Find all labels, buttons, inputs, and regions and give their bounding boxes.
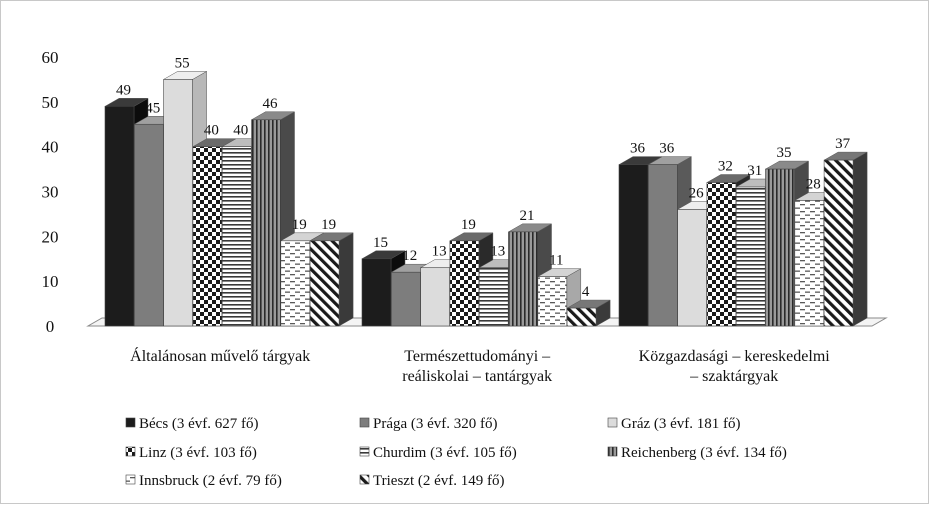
bar-side: [338, 232, 354, 327]
legend-item: Prága (3 évf. 320 fő): [359, 416, 498, 432]
legend-item: Gráz (3 évf. 181 fő): [607, 416, 741, 432]
bar-front: [449, 240, 480, 327]
bar-front: [647, 164, 678, 327]
legend-swatch: [125, 474, 136, 485]
data-label: 15: [373, 235, 388, 251]
data-label: 13: [490, 244, 505, 260]
bar-front: [618, 164, 649, 327]
legend-swatch: [359, 446, 370, 457]
bar-front: [280, 240, 311, 327]
data-label: 36: [659, 141, 675, 157]
legend-label: Gráz (3 évf. 181 fő): [621, 416, 741, 432]
data-label: 49: [116, 82, 131, 98]
y-tick-label: 40: [42, 138, 59, 157]
bar-front: [735, 186, 766, 327]
bar-front: [309, 240, 340, 327]
data-label: 55: [175, 55, 190, 71]
y-tick-label: 20: [42, 227, 59, 246]
legend-label: Trieszt (2 évf. 149 fő): [373, 473, 505, 489]
legend-swatch: [359, 417, 370, 428]
y-tick-label: 50: [42, 93, 59, 112]
y-tick-label: 60: [42, 48, 59, 67]
bar-front: [251, 119, 281, 327]
bar-front: [823, 159, 854, 327]
data-label: 19: [292, 217, 307, 233]
bar-front: [134, 123, 164, 327]
legend-item: Reichenberg (3 évf. 134 fő): [607, 445, 787, 461]
bar-front: [677, 209, 707, 327]
bar-front: [361, 258, 392, 327]
legend: Bécs (3 évf. 627 fő) Prága (3 évf. 320 fő…: [125, 416, 787, 489]
labels-layer: 49 45 55 40 40 46 19 19 Általánosan művelő tárgy…: [116, 55, 851, 385]
y-tick-label: 30: [42, 183, 59, 202]
legend-label: Prága (3 évf. 320 fő): [373, 416, 498, 432]
bar-front: [163, 79, 193, 327]
bar-front: [537, 276, 568, 327]
y-tick-label: 0: [46, 317, 55, 336]
legend-label: Churdim (3 évf. 105 fő): [373, 445, 517, 461]
y-tick-label: 10: [42, 272, 59, 291]
legend-item: Linz (3 évf. 103 fő): [125, 445, 257, 461]
bar-front: [104, 106, 135, 327]
data-label: 12: [402, 248, 417, 264]
bar: [309, 232, 355, 327]
category-label: reáliskolai – tantárgyak: [402, 368, 552, 385]
bar-front: [566, 307, 597, 327]
data-label: 40: [233, 123, 248, 139]
legend-label: Reichenberg (3 évf. 134 fő): [621, 445, 787, 461]
bars-layer: [104, 70, 869, 327]
legend-label: Innsbruck (2 évf. 79 fő): [139, 473, 282, 489]
bar: [566, 299, 612, 327]
data-label: 13: [432, 244, 447, 260]
bar-front: [706, 182, 737, 327]
data-label: 26: [689, 185, 705, 201]
data-label: 36: [630, 141, 646, 157]
data-label: 21: [520, 208, 535, 224]
bar-front: [794, 200, 825, 327]
bar-front: [478, 267, 509, 327]
bar-front: [390, 271, 421, 327]
category-label: Természettudományi –: [404, 348, 551, 365]
data-label: 35: [777, 145, 792, 161]
legend-item: Bécs (3 évf. 627 fő): [125, 416, 259, 432]
bar: [823, 151, 869, 327]
legend-item: Churdim (3 évf. 105 fő): [359, 445, 517, 461]
data-label: 31: [747, 163, 762, 179]
bar-front: [765, 168, 795, 327]
legend-item: Trieszt (2 évf. 149 fő): [359, 473, 505, 489]
legend-item: Innsbruck (2 évf. 79 fő): [125, 473, 282, 489]
category-label: Közgazdasági – kereskedelmi: [639, 348, 831, 365]
data-label: 19: [321, 217, 336, 233]
bar-front: [420, 267, 450, 327]
legend-swatch: [607, 446, 618, 457]
legend-label: Linz (3 évf. 103 fő): [139, 445, 257, 461]
data-label: 11: [549, 253, 563, 269]
legend-swatch: [125, 417, 136, 428]
data-label: 37: [835, 136, 851, 152]
data-label: 45: [145, 100, 160, 116]
bar-side: [852, 151, 868, 327]
bar-front: [192, 146, 223, 327]
legend-label: Bécs (3 évf. 627 fő): [139, 416, 259, 432]
data-label: 32: [718, 159, 733, 175]
bar-front: [221, 146, 252, 327]
category-label: Általánosan művelő tárgyak: [130, 346, 310, 365]
legend-swatch: [125, 446, 136, 457]
legend-swatch: [359, 474, 370, 485]
data-label: 40: [204, 123, 219, 139]
data-label: 46: [263, 96, 279, 112]
data-label: 19: [461, 217, 476, 233]
category-label: – szaktárgyak: [689, 368, 778, 385]
legend-swatch: [607, 417, 618, 428]
data-label: 28: [806, 176, 821, 192]
bar-front: [508, 231, 538, 327]
data-label: 4: [582, 284, 590, 300]
